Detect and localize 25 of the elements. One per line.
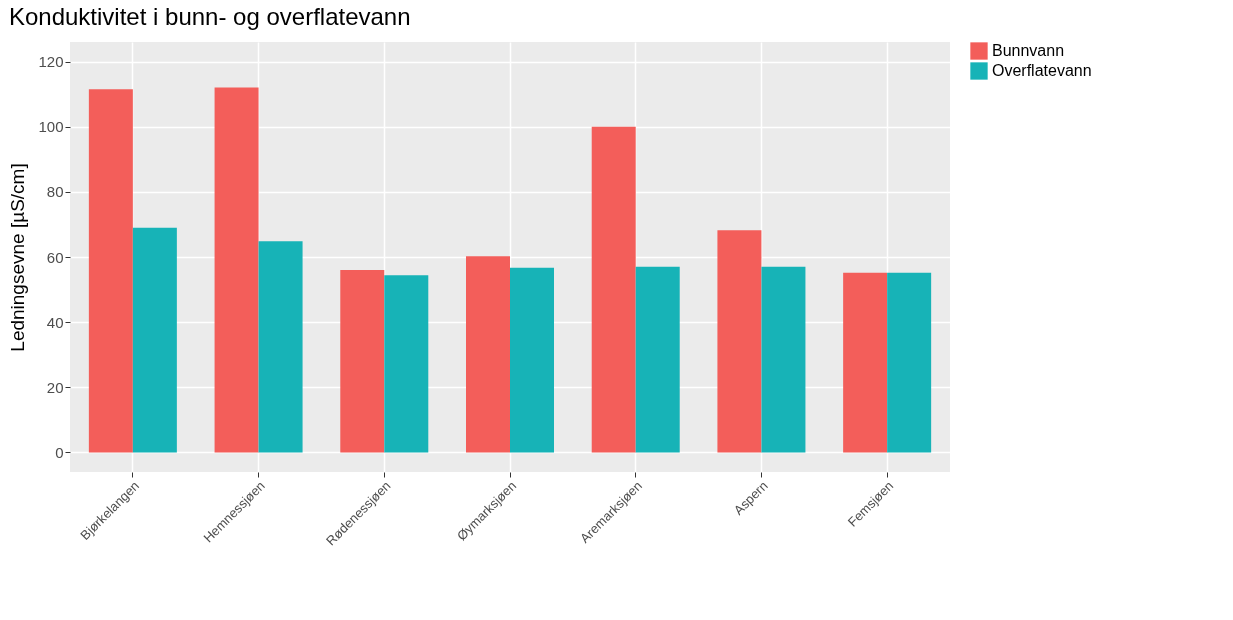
bar: [132, 227, 177, 453]
y-tick-label: 100: [38, 118, 64, 136]
legend-label: Overflatevann: [992, 62, 1092, 79]
bar: [340, 270, 385, 453]
y-tick-label: 120: [38, 53, 64, 71]
bar: [887, 272, 932, 453]
y-tick-label: 60: [46, 248, 64, 266]
y-tick-label: 40: [46, 313, 64, 331]
bar: [717, 230, 762, 453]
legend-label: Bunnvann: [992, 42, 1065, 59]
y-tick-label: 20: [46, 378, 64, 396]
bar: [88, 89, 133, 453]
bar: [591, 126, 636, 453]
y-tick-label: 0: [55, 443, 64, 461]
bar: [214, 87, 259, 453]
bar: [384, 275, 429, 453]
y-tick-label: 80: [46, 183, 64, 201]
chart-title: Konduktivitet i bunn- og overflatevann: [8, 3, 411, 30]
bar: [258, 241, 303, 453]
bar: [510, 267, 554, 453]
bar: [466, 256, 510, 453]
y-axis-title: Ledningsevne [µS/cm]: [7, 163, 29, 352]
bar: [843, 272, 888, 453]
bar: [635, 266, 680, 453]
bar: [761, 266, 806, 453]
